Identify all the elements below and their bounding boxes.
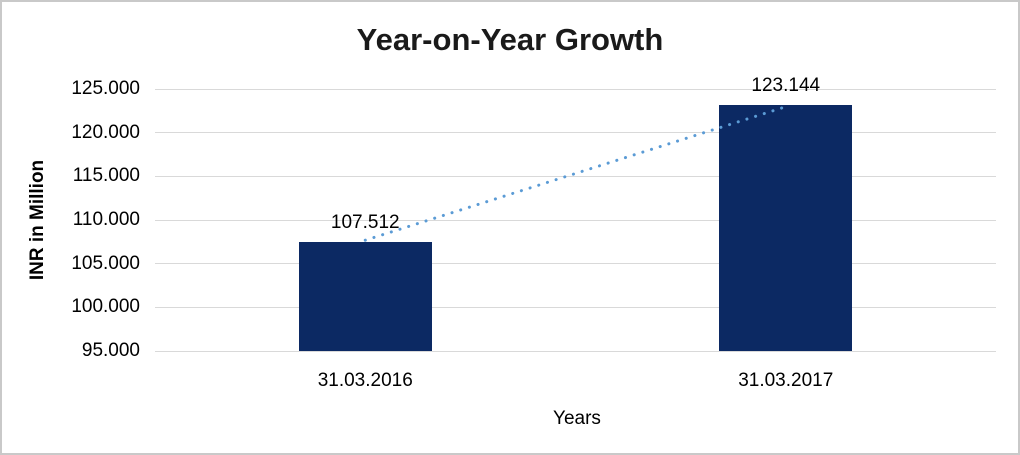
y-axis-tick-label: 95.000 [81,340,140,361]
y-axis-tick-label: 120.000 [71,121,140,143]
gridline [155,350,996,352]
y-axis-tick-label: 105.000 [71,252,140,274]
chart-title: Year-on-Year Growth [356,22,664,57]
bar-31.03.2017 [719,105,853,351]
bar-31.03.2016 [298,241,432,351]
y-axis-tick-label: 115.000 [72,165,140,187]
y-axis-title: INR in Million [27,159,48,281]
gridline [155,263,996,265]
gridline [155,175,996,177]
y-axis-tick-label: 110.000 [72,209,140,230]
gridline [155,219,996,221]
gridline [155,132,996,134]
bar-value-label: 123.144 [751,75,821,97]
x-axis-title: Years [553,408,601,429]
gridline [155,88,996,90]
x-axis-tick-label: 31.03.2016 [317,370,413,391]
bar-value-label: 107.512 [330,211,400,233]
y-axis-tick-label: 125.000 [71,78,140,99]
x-axis-tick-label: 31.03.2017 [738,370,834,391]
gridline [155,306,996,308]
y-axis-tick-label: 100.000 [71,296,140,318]
